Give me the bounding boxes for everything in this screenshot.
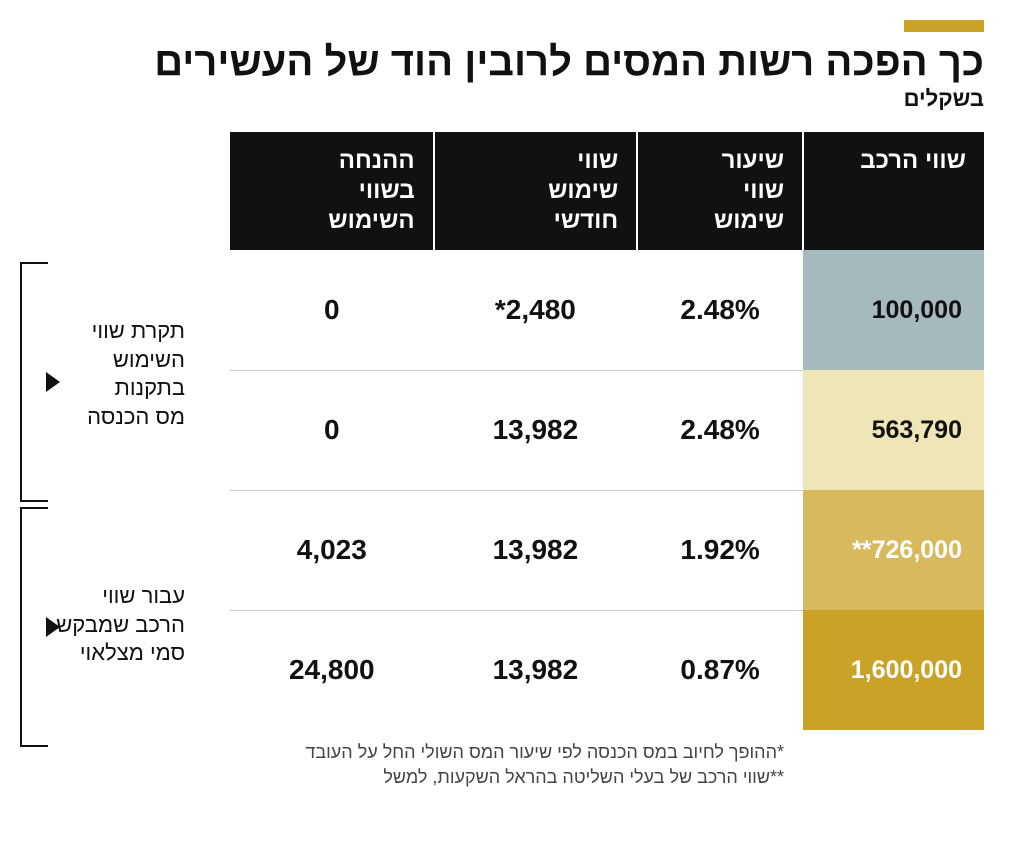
col-header-rate: שיעורשווישימוש bbox=[637, 132, 803, 250]
cell-value: 1,600,000 bbox=[803, 610, 984, 730]
cell-rate: 2.48% bbox=[637, 250, 803, 370]
cell-monthly: 13,982 bbox=[434, 610, 638, 730]
cell-rate: 2.48% bbox=[637, 370, 803, 490]
data-table: שווי הרכב שיעורשווישימוש שווישימושחודשי … bbox=[230, 132, 984, 730]
col-header-value: שווי הרכב bbox=[803, 132, 984, 250]
cell-rate: 1.92% bbox=[637, 490, 803, 610]
col-header-monthly: שווישימושחודשי bbox=[434, 132, 638, 250]
annotation-1: תקרת שוויהשימושבתקנותמס הכנסה bbox=[0, 317, 185, 431]
table-row: 1,600,0000.87%13,98224,800 bbox=[230, 610, 984, 730]
cell-rate: 0.87% bbox=[637, 610, 803, 730]
cell-value: 563,790 bbox=[803, 370, 984, 490]
table-row: 563,7902.48%13,9820 bbox=[230, 370, 984, 490]
table-row: 100,0002.48%2,480*0 bbox=[230, 250, 984, 370]
col-header-discount: ההנחהבשוויהשימוש bbox=[230, 132, 434, 250]
footnote-2: **שווי הרכב של בעלי השליטה בהראל השקעות,… bbox=[230, 765, 784, 790]
cell-discount: 0 bbox=[230, 370, 434, 490]
footnote-1: *ההופך לחיוב במס הכנסה לפי שיעור המס השו… bbox=[230, 740, 784, 765]
cell-monthly: 2,480* bbox=[434, 250, 638, 370]
page-subtitle: בשקלים bbox=[30, 86, 984, 112]
table-row: 726,000**1.92%13,9824,023 bbox=[230, 490, 984, 610]
cell-monthly: 13,982 bbox=[434, 370, 638, 490]
footnotes: *ההופך לחיוב במס הכנסה לפי שיעור המס השו… bbox=[230, 740, 984, 790]
cell-discount: 4,023 bbox=[230, 490, 434, 610]
annotation-2: עבור שוויהרכב שמבקשסמי מצלאוי bbox=[0, 582, 185, 668]
cell-monthly: 13,982 bbox=[434, 490, 638, 610]
cell-value: 100,000 bbox=[803, 250, 984, 370]
cell-discount: 24,800 bbox=[230, 610, 434, 730]
data-table-wrap: שווי הרכב שיעורשווישימוש שווישימושחודשי … bbox=[230, 132, 984, 790]
cell-discount: 0 bbox=[230, 250, 434, 370]
cell-value: 726,000** bbox=[803, 490, 984, 610]
accent-bar bbox=[904, 20, 984, 32]
page-title: כך הפכה רשות המסים לרובין הוד של העשירים bbox=[30, 40, 984, 84]
